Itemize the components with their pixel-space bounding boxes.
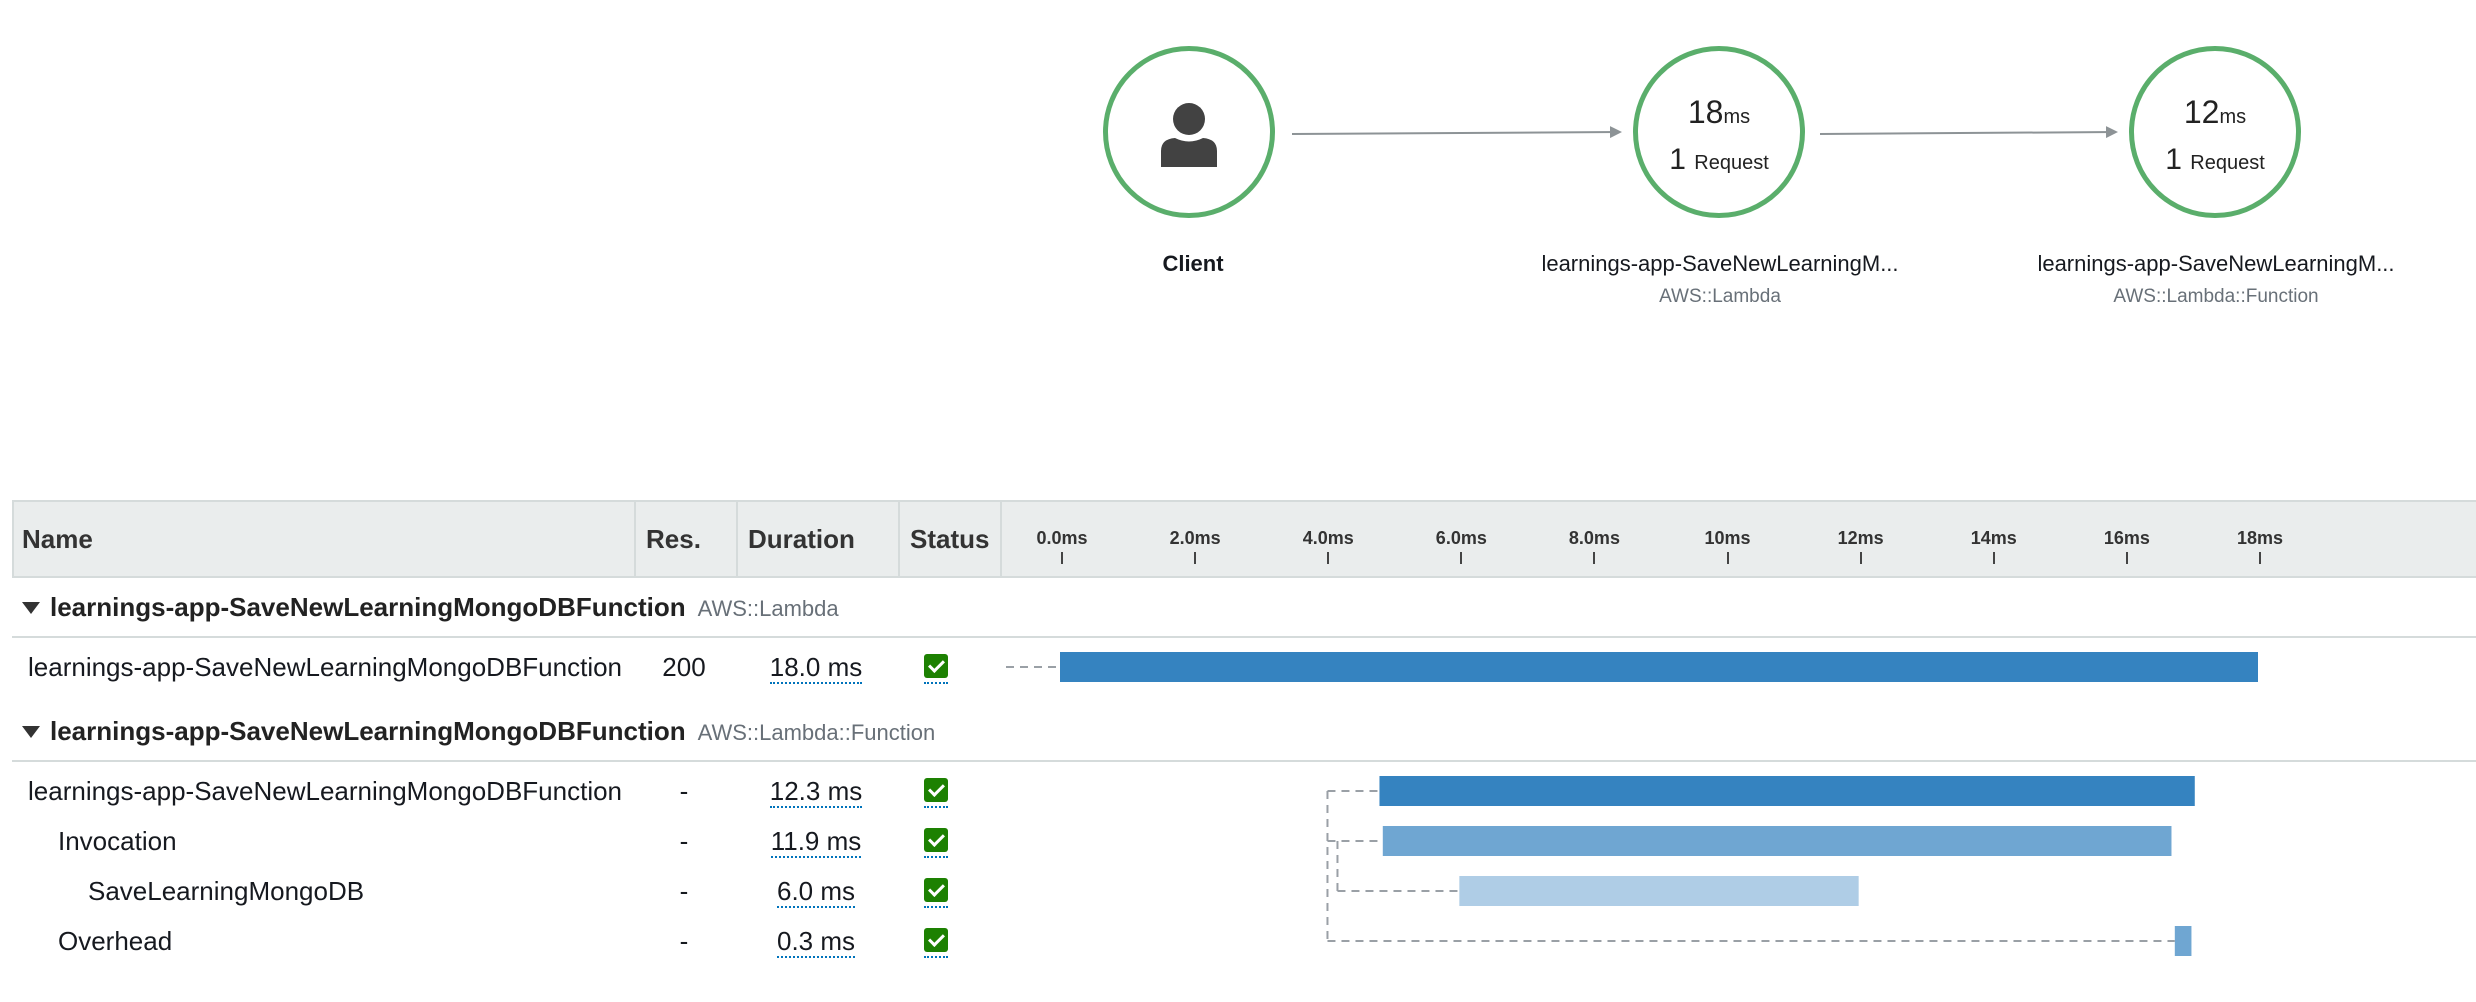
- axis-tick-label: 4.0ms: [1302, 528, 1354, 548]
- service-map-edges: [1291, 126, 2118, 139]
- axis-tick-mark: [2125, 552, 2128, 564]
- segment-response-code: 200: [662, 652, 706, 682]
- collapse-caret-icon[interactable]: [22, 726, 40, 738]
- segment-name: SaveLearningMongoDB: [88, 876, 365, 906]
- segment-response-code: -: [679, 876, 689, 906]
- table-header: Name Res. Duration Status 0.0ms 2.0ms 4.0m…: [12, 500, 2476, 578]
- column-header-name[interactable]: Name: [22, 524, 93, 554]
- axis-tick-mark: [1194, 552, 1197, 564]
- segment-duration[interactable]: 0.3 ms: [776, 926, 856, 958]
- lambda-node-title: learnings-app-SaveNewLearningM...: [1541, 251, 1899, 276]
- column-header-res[interactable]: Res.: [646, 524, 701, 554]
- segment-response-code: -: [679, 926, 689, 956]
- axis-tick-label: 8.0ms: [1568, 528, 1620, 548]
- axis-tick-label: 14ms: [1970, 528, 2017, 548]
- function-node-latency: 12ms: [2183, 94, 2247, 130]
- service-group-type: AWS::Lambda::Function: [697, 720, 936, 745]
- axis-tick-mark: [1460, 552, 1463, 564]
- axis-tick-label: 10ms: [1704, 528, 1751, 548]
- segment-timeline-bar[interactable]: [1060, 652, 2258, 682]
- segment-row[interactable]: Invocation - 11.9 ms: [12, 816, 2476, 866]
- segment-timeline-bar[interactable]: [1382, 826, 2172, 856]
- axis-tick-mark: [1593, 552, 1596, 564]
- lambda-node[interactable]: 18ms 1 Request: [1633, 46, 1805, 218]
- service-group-row[interactable]: learnings-app-SaveNewLearningMongoDBFunc…: [12, 704, 2476, 762]
- axis-tick-label: 18ms: [2236, 528, 2284, 548]
- axis-tick-label: 12ms: [1837, 528, 1884, 548]
- collapse-caret-icon[interactable]: [22, 602, 40, 614]
- segment-name: Overhead: [58, 926, 173, 956]
- segment-timeline-bar[interactable]: [2174, 926, 2192, 956]
- segment-row[interactable]: learnings-app-SaveNewLearningMongoDBFunc…: [12, 766, 2476, 816]
- timeline-bars: [1006, 652, 2258, 956]
- segment-timeline-bar[interactable]: [1379, 776, 2195, 806]
- segment-duration[interactable]: 11.9 ms: [770, 826, 862, 858]
- edge-lambda-to-function[interactable]: [1819, 126, 2118, 139]
- segment-duration[interactable]: 6.0 ms: [776, 876, 856, 908]
- segment-response-code: -: [679, 776, 689, 806]
- function-node[interactable]: 12ms 1 Request: [2129, 46, 2301, 218]
- axis-tick-label: 16ms: [2103, 528, 2150, 548]
- client-node-title: Client: [1162, 251, 1224, 276]
- lambda-node-subtitle: AWS::Lambda: [1659, 286, 1781, 307]
- client-node[interactable]: [1103, 46, 1275, 218]
- status-ok-check-icon[interactable]: [924, 778, 948, 802]
- segment-duration[interactable]: 12.3 ms: [769, 776, 863, 808]
- axis-tick-mark: [1327, 552, 1330, 564]
- service-group-type: AWS::Lambda: [697, 596, 839, 621]
- service-group-name: learnings-app-SaveNewLearningMongoDBFunc…: [50, 716, 936, 746]
- segment-row[interactable]: learnings-app-SaveNewLearningMongoDBFunc…: [12, 642, 2476, 692]
- segment-row[interactable]: SaveLearningMongoDB - 6.0 ms: [12, 866, 2476, 916]
- user-icon: [1161, 103, 1217, 167]
- status-ok-check-icon[interactable]: [924, 928, 948, 952]
- axis-tick-label: 0.0ms: [1036, 528, 1088, 548]
- service-map: Client 18ms 1 Request learnings-app-Save…: [0, 0, 2476, 480]
- column-header-status[interactable]: Status: [910, 524, 990, 554]
- function-node-subtitle: AWS::Lambda::Function: [2113, 286, 2319, 307]
- status-ok-check-icon[interactable]: [924, 878, 948, 902]
- segment-timeline-bar[interactable]: [1459, 876, 1859, 906]
- function-node-requests: 1 Request: [2165, 143, 2265, 176]
- status-ok-check-icon[interactable]: [924, 654, 948, 678]
- service-group-name: learnings-app-SaveNewLearningMongoDBFunc…: [50, 592, 839, 622]
- axis-tick-mark: [1726, 552, 1729, 564]
- segment-name: Invocation: [58, 826, 177, 856]
- trace-timeline-table: Name Res. Duration Status 0.0ms 2.0ms 4.0m…: [12, 500, 2476, 1002]
- segment-name: learnings-app-SaveNewLearningMongoDBFunc…: [28, 776, 623, 806]
- lambda-node-latency: 18ms: [1687, 94, 1751, 130]
- service-group-row[interactable]: learnings-app-SaveNewLearningMongoDBFunc…: [12, 580, 2476, 638]
- segment-name: learnings-app-SaveNewLearningMongoDBFunc…: [28, 652, 623, 682]
- column-header-duration[interactable]: Duration: [748, 524, 855, 554]
- segment-response-code: -: [679, 826, 689, 856]
- function-node-title: learnings-app-SaveNewLearningM...: [2037, 251, 2395, 276]
- axis-tick-label: 6.0ms: [1435, 528, 1487, 548]
- axis-tick-label: 2.0ms: [1169, 528, 1221, 548]
- segment-duration[interactable]: 18.0 ms: [769, 652, 863, 684]
- axis-tick-mark: [1859, 552, 1862, 564]
- status-ok-check-icon[interactable]: [924, 828, 948, 852]
- segment-row[interactable]: Overhead - 0.3 ms: [12, 916, 2476, 966]
- edge-client-to-lambda[interactable]: [1291, 126, 1622, 139]
- lambda-node-requests: 1 Request: [1669, 143, 1769, 176]
- axis-tick-mark: [2259, 552, 2261, 564]
- axis-tick-mark: [1061, 552, 1063, 564]
- axis-tick-mark: [1992, 552, 1995, 564]
